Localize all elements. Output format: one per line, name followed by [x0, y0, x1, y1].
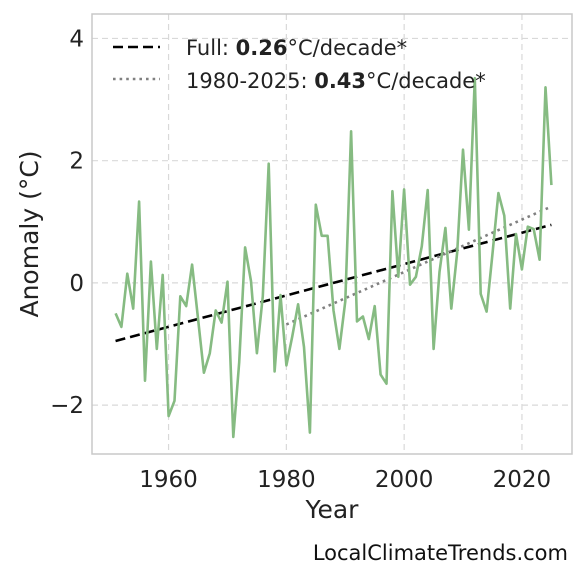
legend-full-suffix: °C/decade*: [288, 36, 408, 60]
x-axis-title: Year: [305, 495, 360, 524]
x-tick-label: 1960: [139, 467, 198, 493]
data-series: [114, 76, 553, 439]
y-tick-label: 2: [69, 149, 84, 175]
y-tick-label: 0: [69, 271, 84, 297]
x-tick-label: 2000: [375, 467, 434, 493]
plot-frame: [91, 13, 573, 455]
anomaly-series-line: [114, 76, 553, 439]
legend-recent-label: 1980-2025: 0.43°C/decade*: [186, 69, 486, 93]
legend-full-label: Full: 0.26°C/decade*: [186, 36, 407, 60]
y-tick-label: −2: [50, 393, 84, 419]
x-tick-label: 1980: [257, 467, 316, 493]
x-tick-label: 2020: [493, 467, 552, 493]
legend: Full: 0.26°C/decade* 1980-2025: 0.43°C/d…: [113, 36, 486, 93]
recent-trend-line: [285, 205, 552, 326]
legend-full-value: 0.26: [236, 36, 288, 60]
legend-full-prefix: Full:: [186, 36, 236, 60]
trend-lines: [115, 205, 552, 343]
legend-recent-prefix: 1980-2025:: [186, 69, 314, 93]
legend-recent-suffix: °C/decade*: [366, 69, 486, 93]
tick-labels: 1960 1980 2000 2020 −2 0 2 4: [50, 26, 551, 493]
source-watermark: LocalClimateTrends.com: [313, 541, 568, 565]
legend-recent-value: 0.43: [314, 69, 366, 93]
y-axis-title: Anomaly (°C): [15, 150, 44, 317]
y-tick-label: 4: [69, 26, 84, 52]
